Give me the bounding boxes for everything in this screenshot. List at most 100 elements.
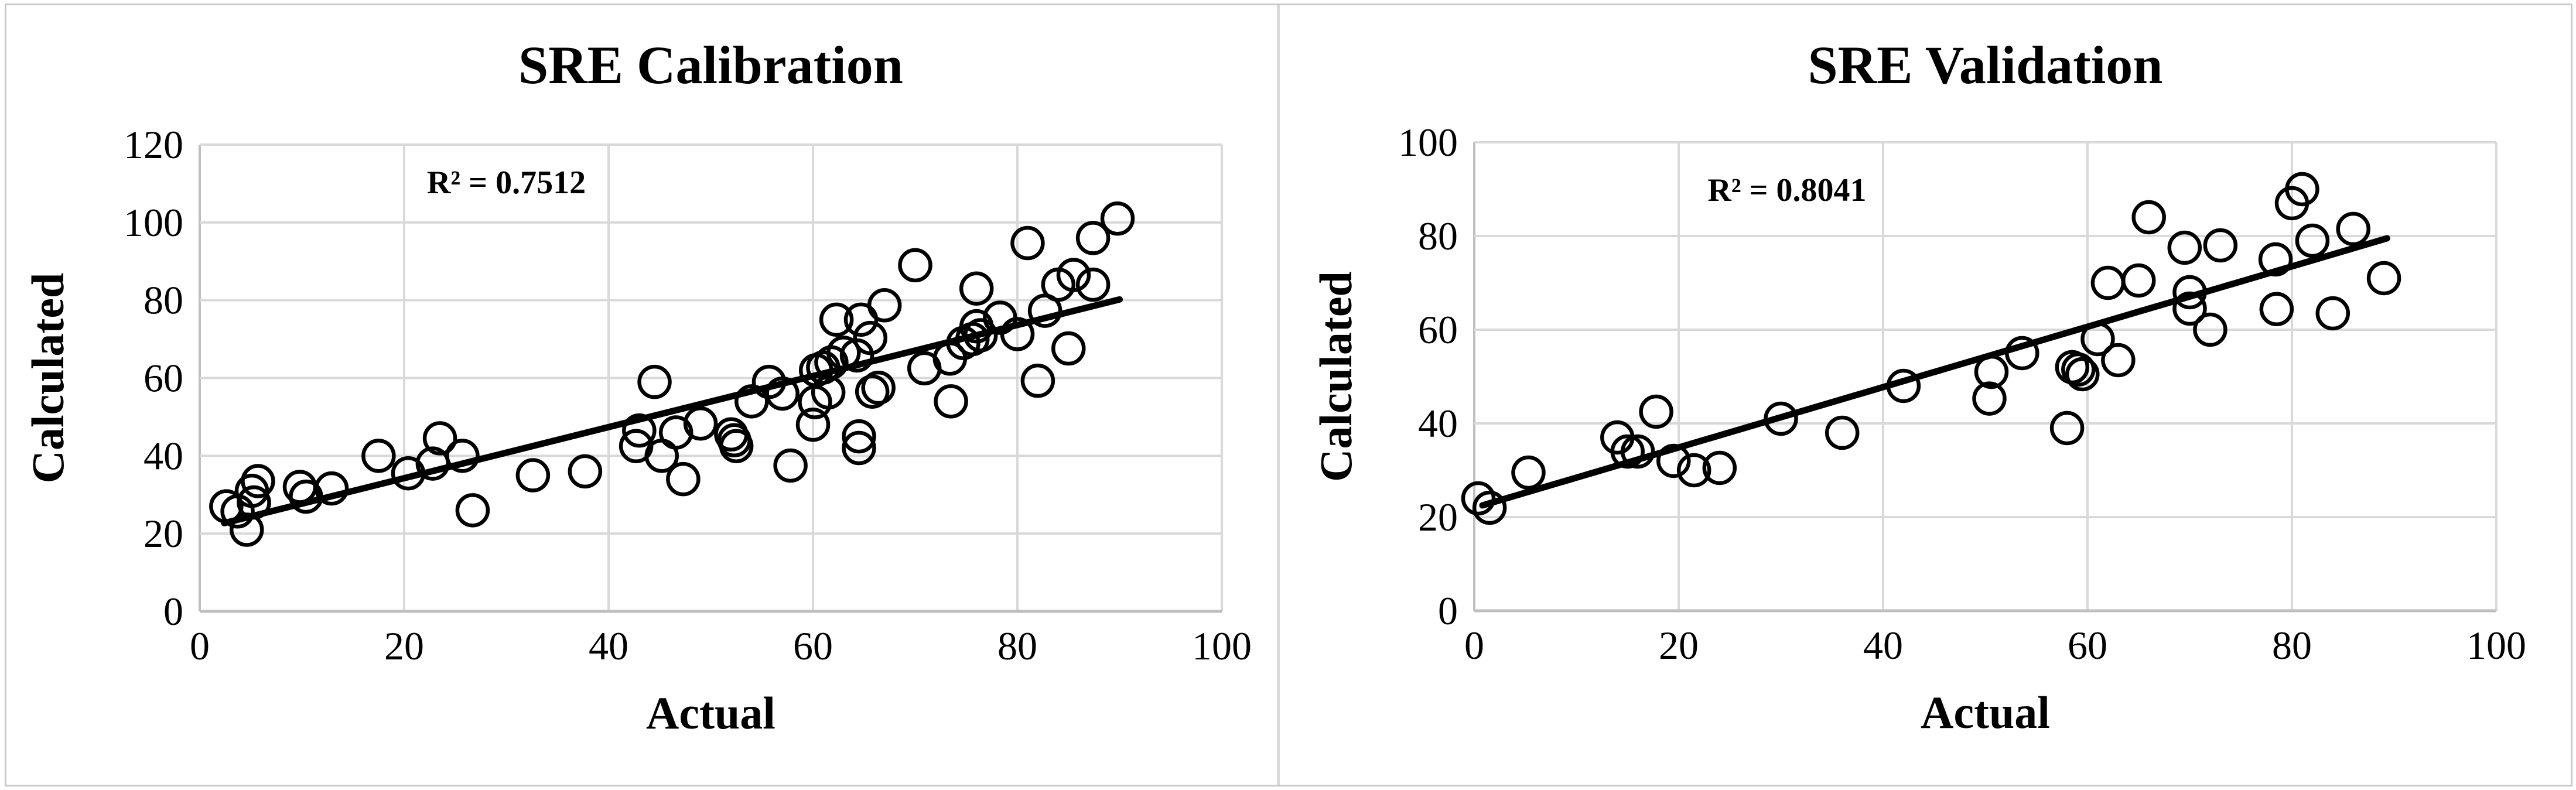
scatter-point — [2258, 242, 2293, 277]
chart-title: SRE Calibration — [518, 35, 903, 95]
scatter-point — [1825, 415, 1860, 450]
x-tick-label: 20 — [384, 624, 424, 668]
y-tick-label: 40 — [1418, 401, 1458, 446]
scatter-point — [934, 384, 968, 419]
scatter-point — [1610, 434, 1645, 469]
trendline — [1479, 235, 2390, 509]
scatter-point — [658, 415, 693, 450]
scatter-point — [2315, 296, 2350, 331]
scatter-point — [666, 461, 701, 497]
panel-divider — [1277, 5, 1280, 785]
scatter-point — [1676, 453, 1711, 488]
scatter-point — [361, 439, 396, 473]
scatter-point — [622, 413, 657, 448]
scatter-point — [2193, 312, 2227, 347]
scatter-point — [719, 429, 754, 463]
x-tick-label: 60 — [2068, 623, 2107, 668]
scatter-point — [1027, 293, 1062, 328]
x-tick-label: 40 — [1863, 623, 1903, 668]
scatter-point — [637, 364, 672, 399]
scatter-point — [842, 430, 876, 466]
scatter-point — [2101, 343, 2136, 378]
x-tick-label: 20 — [1659, 623, 1699, 668]
x-tick-label: 40 — [589, 624, 628, 668]
y-tick-label: 0 — [163, 589, 183, 634]
tick-labels: 0 20 40 60 80 100 0 20 40 60 80 100 — [1398, 120, 2526, 668]
x-tick-label: 60 — [793, 624, 833, 668]
y-tick-label: 120 — [124, 122, 183, 167]
x-tick-label: 0 — [1464, 623, 1484, 668]
scatter-point — [683, 406, 718, 441]
chart-sre-calibration: 0 20 40 60 80 100 0 20 40 60 80 100 120 SRE Calibrat… — [22, 35, 1252, 738]
scatter-point — [1051, 331, 1086, 366]
scatter-point — [861, 370, 896, 405]
scatter-point — [773, 448, 808, 483]
scatter-point — [1639, 394, 1673, 429]
y-axis-title: Calculated — [1310, 271, 1361, 482]
scatter-point — [2061, 352, 2096, 387]
scatter-points — [1461, 172, 2401, 525]
scatter-point — [1075, 267, 1111, 302]
scatter-point — [1100, 201, 1135, 236]
scatter-point — [445, 439, 480, 473]
scatter-point — [1075, 221, 1111, 255]
x-tick-label: 80 — [2272, 623, 2312, 668]
scatter-point — [1010, 225, 1045, 261]
x-tick-label: 0 — [190, 624, 210, 668]
scatter-point — [867, 288, 902, 323]
scatter-point — [795, 407, 831, 442]
scatter-point — [1702, 450, 1737, 485]
scatter-point — [2336, 211, 2370, 247]
scatter-point — [2131, 200, 2166, 235]
scatter-point — [898, 248, 932, 283]
scatter-point — [2366, 261, 2401, 296]
y-tick-label: 100 — [124, 200, 183, 245]
scatter-point — [2259, 292, 2294, 327]
x-tick-label: 100 — [2466, 623, 2526, 668]
r-squared-label: R² = 0.8041 — [1707, 172, 1866, 208]
tick-labels: 0 20 40 60 80 100 0 20 40 60 80 100 120 — [124, 122, 1252, 668]
y-tick-label: 100 — [1398, 120, 1458, 165]
scatter-point — [765, 376, 800, 411]
scatter-point — [819, 302, 854, 337]
scatter-point — [1511, 455, 1546, 490]
scatter-point — [2203, 228, 2238, 263]
scatter-point — [515, 458, 551, 493]
scatter-point — [855, 374, 890, 409]
scatter-point — [1620, 434, 1655, 469]
scatter-point — [2121, 263, 2156, 298]
x-tick-label: 80 — [997, 624, 1037, 668]
scatter-point — [234, 473, 269, 508]
scatter-point — [2065, 357, 2100, 392]
y-tick-label: 0 — [1438, 589, 1458, 633]
y-axis-title: Calculated — [22, 273, 73, 484]
scatter-point — [853, 320, 887, 355]
scatter-point — [568, 454, 603, 489]
y-tick-label: 20 — [144, 511, 183, 556]
scatter-point — [1020, 363, 1055, 398]
x-tick-label: 100 — [1192, 624, 1252, 668]
scatter-point — [241, 464, 275, 498]
scatter-point — [959, 271, 994, 306]
scatter-point — [1056, 258, 1091, 292]
scatter-point — [1461, 481, 1496, 516]
gridlines — [199, 143, 1223, 613]
scatter-point — [1972, 381, 2007, 416]
scatter-point — [734, 384, 769, 419]
scatter-point — [2295, 223, 2330, 258]
trendline — [221, 296, 1123, 526]
x-axis-title: Actual — [646, 688, 775, 738]
scatter-point — [2285, 172, 2319, 207]
y-tick-label: 40 — [144, 433, 183, 478]
gridlines — [1473, 141, 2498, 613]
scatter-point — [842, 419, 876, 454]
scatter-point — [455, 493, 490, 528]
scatter-point — [1000, 317, 1035, 351]
y-tick-label: 60 — [144, 356, 183, 401]
y-tick-label: 60 — [1418, 307, 1458, 352]
scatter-point — [422, 421, 457, 456]
scatter-point — [2049, 411, 2085, 446]
scatter-point — [314, 471, 349, 506]
